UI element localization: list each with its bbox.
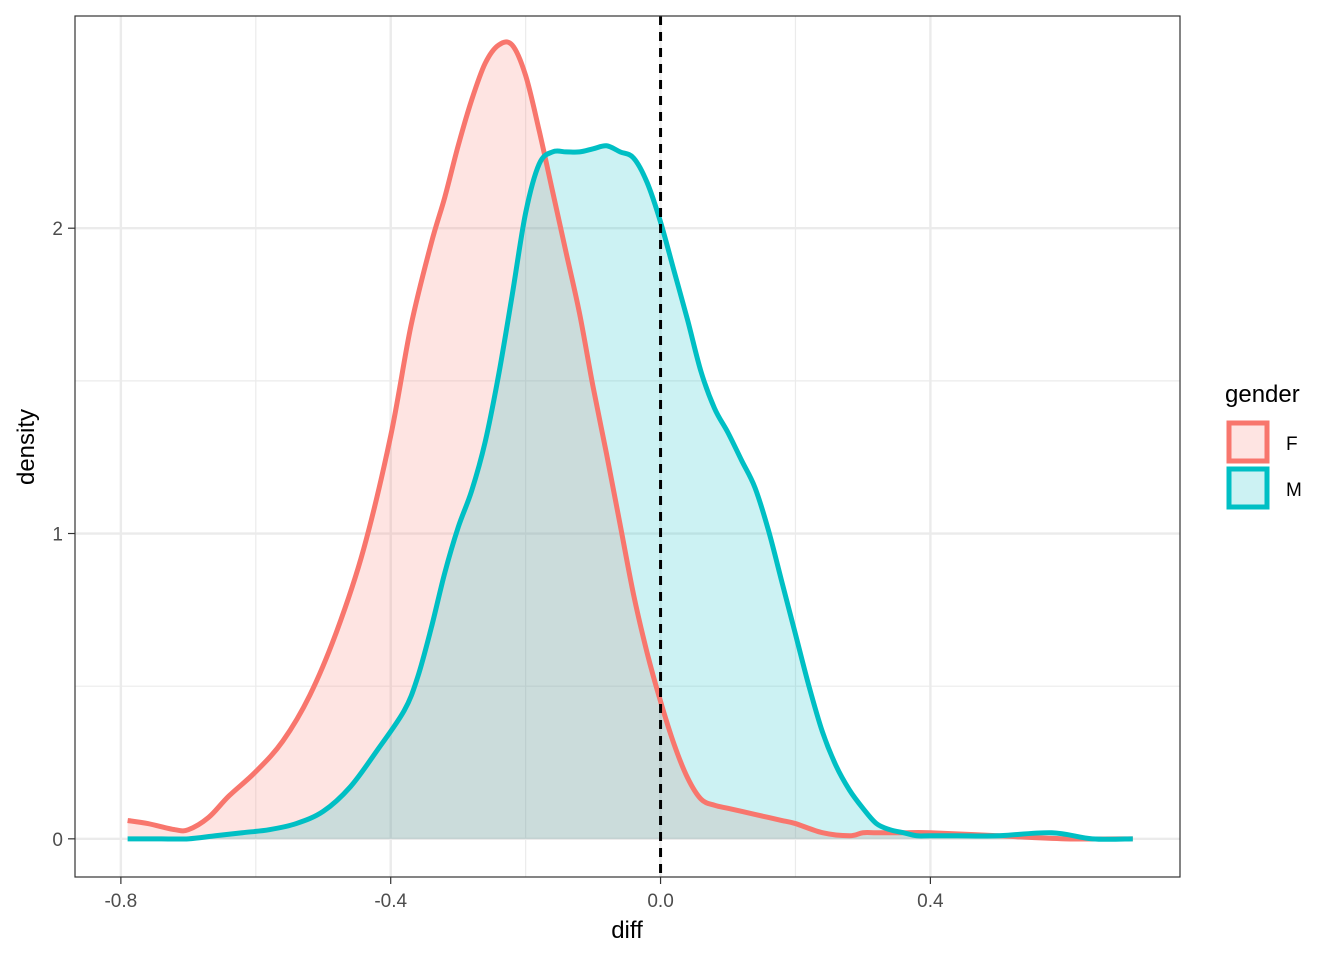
density-line-F bbox=[127, 39, 1133, 842]
legend-key-F bbox=[1226, 420, 1270, 464]
density-lines bbox=[127, 39, 1133, 842]
density-area-F bbox=[127, 41, 1133, 840]
y-tick-label: 2 bbox=[52, 219, 63, 240]
x-axis-title: diff bbox=[611, 917, 643, 944]
legend-title: gender bbox=[1225, 381, 1300, 408]
y-tick-label: 0 bbox=[52, 830, 63, 851]
legend-key-bg-M bbox=[1229, 469, 1267, 507]
legend-key-M bbox=[1226, 466, 1270, 510]
x-tick-label: 0.0 bbox=[647, 891, 673, 912]
x-tick-label: -0.4 bbox=[374, 891, 407, 912]
density-areas bbox=[127, 41, 1133, 840]
y-axis: 0 1 2 bbox=[52, 219, 75, 851]
x-tick-label: -0.8 bbox=[104, 891, 137, 912]
plot-border bbox=[74, 15, 1181, 878]
legend-label-F: F bbox=[1286, 434, 1298, 455]
legend: gender F M bbox=[1225, 381, 1302, 510]
plot-panel bbox=[75, 16, 1180, 877]
legend-label-M: M bbox=[1286, 480, 1302, 501]
x-axis: -0.8 -0.4 0.0 0.4 bbox=[104, 877, 944, 912]
y-tick-label: 1 bbox=[52, 525, 63, 546]
x-tick-label: 0.4 bbox=[917, 891, 944, 912]
legend-key-bg-F bbox=[1229, 423, 1267, 461]
density-line-M bbox=[127, 143, 1133, 842]
y-axis-title: density bbox=[13, 409, 40, 485]
grid-minor bbox=[75, 16, 1180, 877]
density-area-M bbox=[127, 145, 1133, 840]
